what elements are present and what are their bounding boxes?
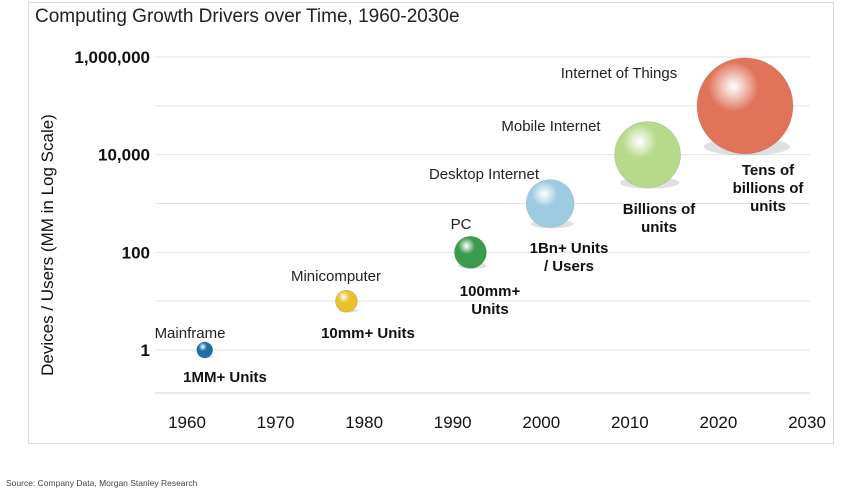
bubble-mainframe [196, 341, 214, 359]
era-label: Minicomputer [291, 268, 381, 285]
x-tick-label: 2000 [522, 413, 560, 432]
y-tick-label: 10,000 [98, 146, 150, 165]
y-tick-label: 100 [122, 243, 150, 262]
x-tick-label: 1990 [434, 413, 472, 432]
units-label: 1Bn+ Units [530, 240, 609, 257]
chart-title: Computing Growth Drivers over Time, 1960… [35, 6, 460, 27]
x-tick-label: 2010 [611, 413, 649, 432]
x-tick-label: 2030 [788, 413, 826, 432]
units-label: billions of [733, 180, 805, 197]
x-tick-label: 2020 [700, 413, 738, 432]
x-tick-label: 1960 [168, 413, 206, 432]
units-label: Billions of [623, 201, 697, 218]
units-label: units [641, 219, 677, 236]
units-label: 1MM+ Units [183, 369, 267, 386]
units-label: Units [471, 301, 509, 318]
bubbles [196, 57, 794, 359]
units-label: / Users [544, 258, 594, 275]
era-label: Mobile Internet [501, 118, 601, 135]
axes: 1 100 10,000 1,000,000 1960 1970 1980 1990 2000 2… [38, 48, 826, 432]
y-axis-label: Devices / Users (MM in Log Scale) [38, 114, 57, 376]
bubble-minicomputer [335, 289, 358, 313]
chart-frame [28, 2, 834, 444]
units-label: 100mm+ [460, 283, 521, 300]
x-tick-label: 1970 [257, 413, 295, 432]
era-label: Internet of Things [561, 65, 677, 82]
source-note: Source: Company Data, Morgan Stanley Res… [6, 478, 198, 488]
bubble-pc [454, 236, 487, 269]
bubble-mobile-internet [614, 121, 681, 188]
units-label: units [750, 198, 786, 215]
y-tick-label: 1 [141, 341, 150, 360]
bubble-desktop-internet [525, 179, 575, 228]
bubble-labels: Mainframe 1MM+ Units Minicomputer 10mm+ Uni… [155, 65, 805, 386]
x-tick-label: 1980 [345, 413, 383, 432]
bubble-internet-of-things [696, 57, 794, 155]
era-label: PC [451, 216, 472, 233]
y-tick-label: 1,000,000 [74, 48, 150, 67]
units-label: Tens of [742, 162, 795, 179]
units-label: 10mm+ Units [321, 325, 415, 342]
era-label: Desktop Internet [429, 166, 540, 183]
era-label: Mainframe [155, 325, 226, 342]
